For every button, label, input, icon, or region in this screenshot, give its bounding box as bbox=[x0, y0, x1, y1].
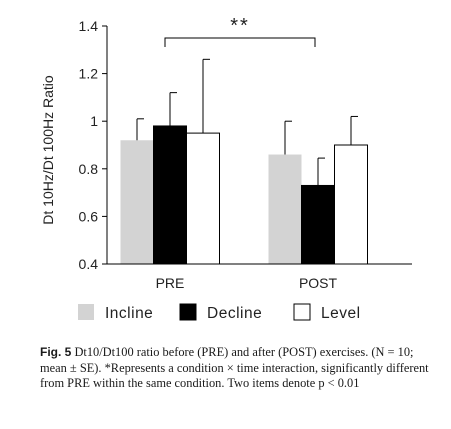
significance-line bbox=[164, 37, 316, 47]
legend-label-incline: Incline bbox=[105, 305, 153, 322]
bar-level-pre bbox=[186, 132, 220, 265]
bars bbox=[120, 58, 368, 265]
legend-label-level: Level bbox=[321, 305, 361, 322]
x-axis: PRE POST bbox=[107, 263, 412, 291]
y-tick-label: 0.8 bbox=[79, 161, 99, 177]
bar-decline-post bbox=[301, 184, 335, 265]
bar-decline-pre bbox=[153, 125, 187, 265]
legend-swatch-level bbox=[293, 303, 311, 321]
legend-label-decline: Decline bbox=[207, 305, 262, 322]
x-tick-label: PRE bbox=[156, 275, 185, 291]
x-tick-label: POST bbox=[299, 275, 338, 291]
y-tick-label: 1 bbox=[90, 113, 98, 129]
significance-label: ** bbox=[230, 15, 250, 37]
y-axis-title: Dt 10Hz/Dt 100Hz Ratio bbox=[40, 75, 56, 225]
y-tick-label: 1.4 bbox=[79, 18, 99, 34]
figure-label: Fig. 5 bbox=[40, 345, 72, 359]
legend: Incline Decline Level bbox=[78, 303, 361, 322]
figure-caption: Fig. 5 Dt10/Dt100 ratio before (PRE) and… bbox=[40, 345, 440, 392]
bar-incline-post bbox=[268, 154, 302, 264]
y-tick-label: 0.4 bbox=[79, 256, 99, 272]
bar-chart: 0.4 0.6 0.8 1 1.2 1.4 PRE POST ** Incline Decli… bbox=[40, 15, 412, 322]
y-axis: 0.4 0.6 0.8 1 1.2 1.4 bbox=[79, 18, 108, 272]
significance-bracket: ** bbox=[164, 15, 316, 47]
caption-text: Dt10/Dt100 ratio before (PRE) and after … bbox=[40, 345, 429, 391]
bar-level-post bbox=[334, 144, 368, 265]
y-tick-label: 0.6 bbox=[79, 208, 99, 224]
legend-swatch-incline bbox=[78, 304, 94, 320]
legend-swatch-decline bbox=[179, 303, 197, 321]
y-tick-label: 1.2 bbox=[79, 66, 99, 82]
bar-incline-pre bbox=[120, 140, 154, 264]
